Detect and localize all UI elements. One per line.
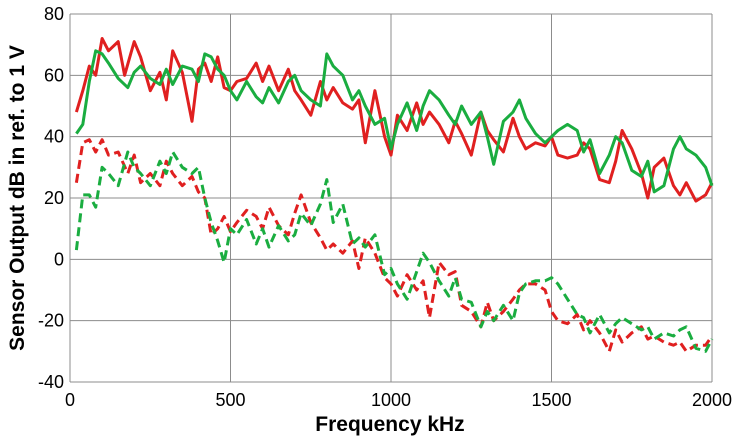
y-tick-label: 20 <box>44 188 64 208</box>
series-line-3-dashed <box>74 138 714 353</box>
x-tick-labels: 0 500 1000 1500 2000 <box>65 390 732 410</box>
y-tick-label: 80 <box>44 4 64 24</box>
x-tick-label: 500 <box>215 390 245 410</box>
y-tick-label: -40 <box>38 372 64 392</box>
x-tick-label: 1000 <box>371 390 411 410</box>
series-line-2-solid <box>75 49 714 194</box>
series-group <box>74 37 714 353</box>
y-tick-label: 0 <box>54 249 64 269</box>
series-line-4-dashed <box>74 150 714 353</box>
x-axis-title: Frequency kHz <box>315 413 464 436</box>
y-tick-label: 40 <box>44 127 64 147</box>
y-axis-title: Sensor Output dB in ref. to 1 V <box>6 45 29 351</box>
x-tick-label: 2000 <box>692 390 732 410</box>
y-tick-label: -20 <box>38 311 64 331</box>
x-tick-label: 1500 <box>531 390 571 410</box>
series-line-1-solid <box>74 37 714 203</box>
y-tick-label: 60 <box>44 65 64 85</box>
x-tick-label: 0 <box>65 390 75 410</box>
y-tick-labels: -40 -20 0 20 40 60 80 <box>38 4 64 392</box>
